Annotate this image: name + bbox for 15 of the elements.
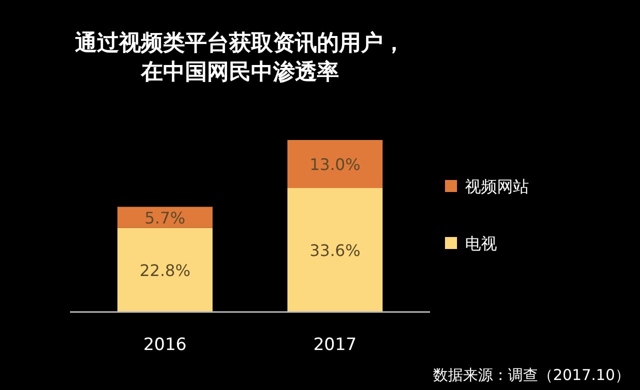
legend-label: 视频网站 [465,177,529,196]
bar [287,188,383,312]
chart-subtitle: 在中国网民中渗透率 [140,59,339,85]
data-label: 13.0% [310,154,360,174]
source-note: 数据来源：调查（2017.10） [432,366,630,384]
data-label: 33.6% [310,240,360,260]
x-tick-label: 2017 [313,335,357,355]
bar [117,228,213,312]
data-label: 22.8% [140,260,190,280]
legend-label: 电视 [465,234,497,253]
chart-title: 通过视频类平台获取资讯的用户， [74,30,405,56]
bar [117,206,213,228]
bar [287,140,383,188]
data-label: 5.7% [144,208,186,228]
x-tick-label: 2016 [143,335,187,355]
